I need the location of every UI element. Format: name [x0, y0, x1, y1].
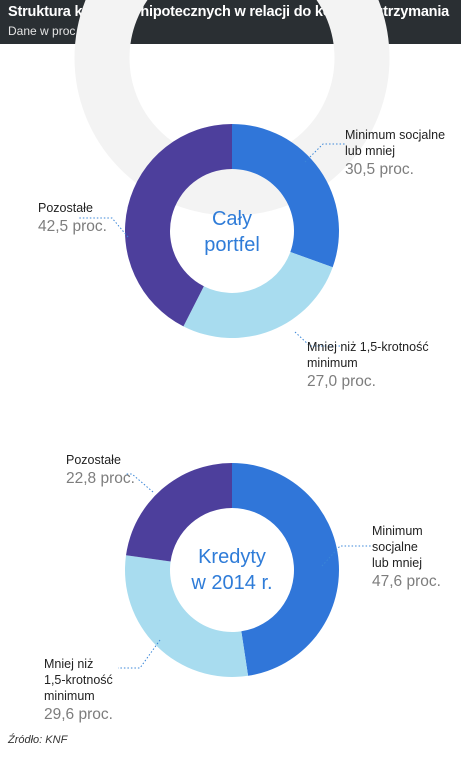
slice-label-line: Mniej niż — [44, 657, 94, 671]
slice-value: 29,6 proc. — [44, 706, 113, 723]
slice-value: 27,0 proc. — [307, 373, 376, 390]
center-label-line: Cały — [211, 208, 252, 230]
center-label-line: Kredyty — [198, 546, 266, 568]
donut-slice-2-mniej — [125, 555, 249, 678]
source-note: Źródło: KNF — [8, 734, 68, 746]
slice-label-line: Mniej niż 1,5-krotność — [307, 340, 429, 354]
background-watermark — [74, 0, 390, 216]
slice-label-line: minimum — [307, 356, 358, 370]
slice-value: 42,5 proc. — [38, 218, 107, 235]
donut-slice-1-minimum — [232, 124, 339, 268]
slice-label-line: minimum — [44, 689, 95, 703]
chart-subtitle: Dane w proc. — [8, 24, 79, 38]
donut-slice-2-pozostale — [126, 463, 232, 562]
center-label-line: w 2014 r. — [191, 572, 273, 594]
donut-slice-2-minimum — [232, 463, 339, 676]
slice-label-2-mniej: Mniej niż 1,5-krotność minimum 29,6 proc… — [44, 656, 113, 726]
slice-value: 30,5 proc. — [345, 161, 414, 178]
slice-label-2-pozostale: Pozostałe 22,8 proc. — [66, 452, 135, 490]
slice-label-1-minimum: Minimum socjalne lub mniej 30,5 proc. — [345, 127, 445, 181]
donut-slice-1-mniej — [183, 252, 333, 338]
donut-slice-1-pozostale — [124, 124, 232, 327]
center-label-line: portfel — [204, 234, 260, 256]
slice-label-line: 1,5-krotność — [44, 673, 113, 687]
leader-line-2-mniej — [118, 639, 161, 669]
slice-label-line: lub mniej — [372, 556, 423, 570]
slice-label-line: lub mniej — [345, 144, 396, 158]
slice-label-line: Pozostałe — [38, 201, 93, 215]
slice-label-line: socjalne — [372, 540, 418, 554]
slice-label-line: Pozostałe — [66, 453, 121, 467]
slice-value: 47,6 proc. — [372, 573, 441, 590]
leader-line-1-minimum — [304, 143, 345, 163]
slice-label-line: Minimum — [372, 524, 423, 538]
leader-lines — [78, 143, 372, 669]
slice-label-line: Minimum socjalne — [345, 128, 446, 142]
center-label-1: Cały portfel — [182, 206, 282, 258]
slice-label-2-minimum: Minimum socjalne lub mniej 47,6 proc. — [372, 523, 441, 593]
center-label-2: Kredyty w 2014 r. — [172, 544, 292, 596]
leader-line-2-pozostale — [126, 473, 154, 493]
leader-line-1-pozostale — [78, 217, 129, 238]
slice-label-1-pozostale: Pozostałe 42,5 proc. — [38, 200, 107, 238]
slice-value: 22,8 proc. — [66, 470, 135, 487]
slice-label-1-mniej: Mniej niż 1,5-krotność minimum 27,0 proc… — [307, 339, 429, 393]
